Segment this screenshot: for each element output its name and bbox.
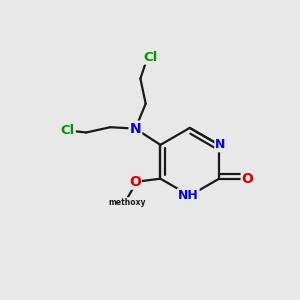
Text: Cl: Cl [61, 124, 75, 136]
Text: Cl: Cl [143, 51, 157, 64]
Text: O: O [129, 175, 141, 189]
Text: O: O [242, 172, 254, 186]
Text: methoxy: methoxy [108, 198, 146, 207]
Text: NH: NH [178, 189, 199, 202]
Text: N: N [215, 138, 226, 151]
Text: N: N [130, 122, 141, 136]
